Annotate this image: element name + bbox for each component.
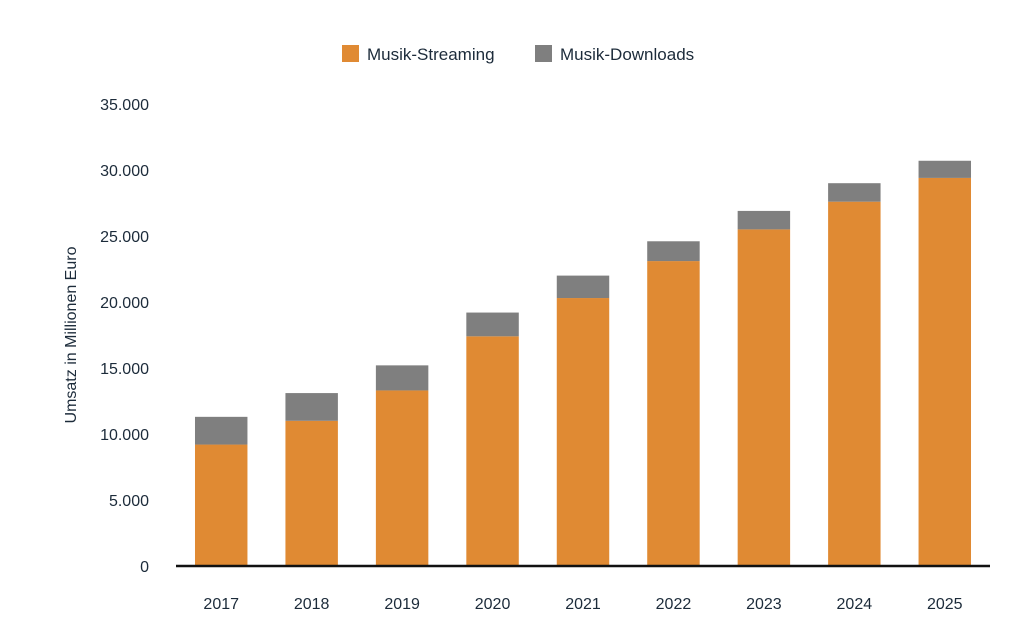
bar-segment-streaming [828, 201, 881, 566]
bar-segment-streaming [375, 390, 429, 566]
y-tick-label: 5.000 [109, 493, 149, 510]
bar-segment-streaming [556, 298, 610, 566]
bar-segment-streaming [737, 229, 791, 566]
bar-segment-downloads [285, 393, 338, 421]
x-axis-ticks: 2017 2018 2019 2020 2021 2022 2023 2024 2025 [203, 596, 962, 613]
y-axis-title: Umsatz in Millionen Euro [63, 246, 80, 423]
y-tick-label: 15.000 [100, 361, 149, 378]
x-tick-label: 2022 [656, 596, 692, 613]
legend-label-streaming: Musik-Streaming [367, 45, 495, 64]
y-tick-label: 10.000 [100, 427, 149, 444]
bar-segment-downloads [375, 365, 429, 391]
y-tick-label: 0 [140, 559, 149, 576]
bar-segment-streaming [466, 336, 519, 566]
bar-segment-downloads [556, 275, 610, 299]
bar-segment-streaming [918, 177, 972, 567]
y-tick-label: 20.000 [100, 295, 149, 312]
legend-swatch-downloads [535, 45, 552, 62]
x-tick-label: 2024 [837, 596, 873, 613]
y-axis-ticks: 0 5.000 10.000 15.000 20.000 25.000 30.000 35.0… [100, 97, 149, 576]
legend-label-downloads: Musik-Downloads [560, 45, 694, 64]
x-tick-label: 2025 [927, 596, 963, 613]
legend-swatch-streaming [342, 45, 359, 62]
y-tick-label: 35.000 [100, 97, 149, 114]
x-tick-label: 2018 [294, 596, 330, 613]
y-tick-label: 25.000 [100, 229, 149, 246]
x-tick-label: 2017 [203, 596, 239, 613]
bar-segment-downloads [918, 160, 972, 178]
bar-segment-downloads [466, 312, 519, 337]
bar-segment-streaming [194, 444, 248, 566]
bars [194, 160, 972, 567]
y-tick-label: 30.000 [100, 163, 149, 180]
x-tick-label: 2023 [746, 596, 782, 613]
x-tick-label: 2021 [565, 596, 601, 613]
bar-segment-streaming [647, 261, 700, 566]
bar-segment-downloads [647, 241, 700, 262]
bar-segment-downloads [828, 183, 881, 202]
x-tick-label: 2020 [475, 596, 511, 613]
x-tick-label: 2019 [384, 596, 420, 613]
bar-segment-downloads [737, 210, 791, 230]
bar-segment-downloads [194, 416, 248, 445]
bar-segment-streaming [285, 420, 338, 566]
legend: Musik-Streaming Musik-Downloads [342, 45, 694, 64]
